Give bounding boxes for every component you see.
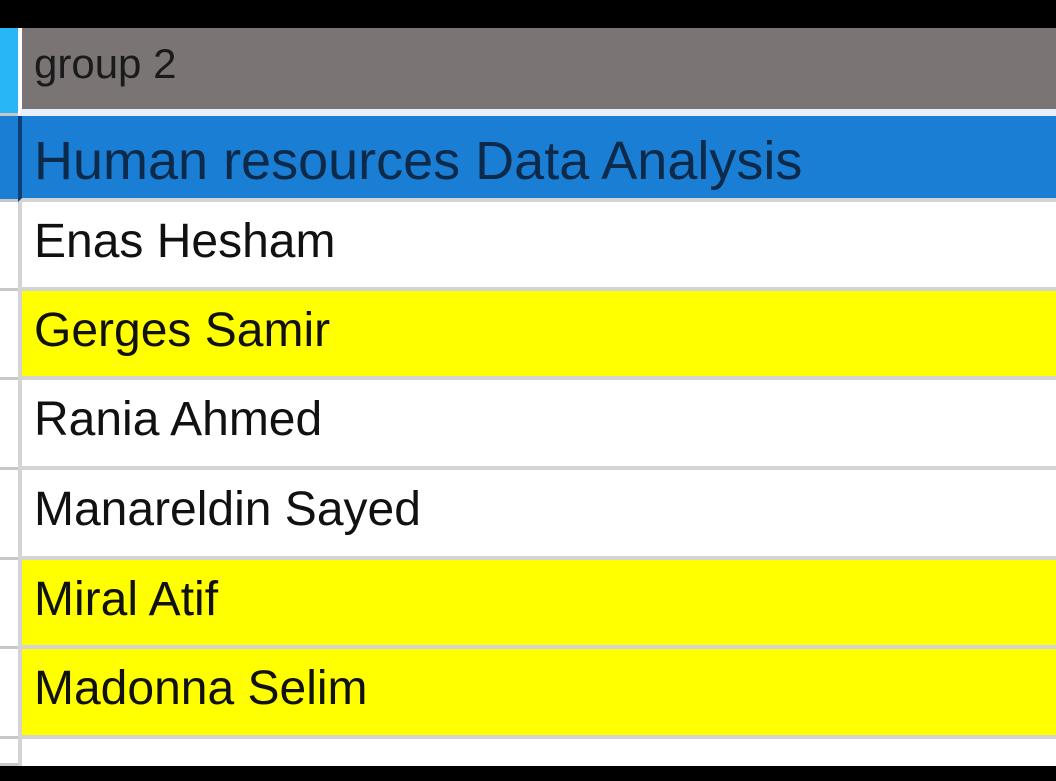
table-row[interactable]: Enas Hesham <box>18 202 1056 291</box>
table-row[interactable]: Gerges Samir <box>18 291 1056 380</box>
member-name: Enas Hesham <box>34 215 336 268</box>
section-title-row[interactable]: Human resources Data Analysis <box>18 116 1056 202</box>
row-header[interactable] <box>0 649 18 739</box>
top-edge <box>0 0 1056 28</box>
bottom-edge <box>0 766 1056 781</box>
row-header[interactable] <box>0 739 18 766</box>
table-row[interactable]: Miral Atif <box>18 560 1056 649</box>
section-title: Human resources Data Analysis <box>34 131 803 191</box>
member-name: Rania Ahmed <box>34 393 323 446</box>
empty-row[interactable] <box>18 739 1056 766</box>
group-label: group 2 <box>34 40 177 87</box>
row-header-group[interactable] <box>0 28 18 116</box>
member-name: Miral Atif <box>34 573 219 626</box>
row-header[interactable] <box>0 380 18 470</box>
row-header[interactable] <box>0 202 18 291</box>
table-row[interactable]: Manareldin Sayed <box>18 470 1056 560</box>
row-header[interactable] <box>0 560 18 649</box>
member-name: Gerges Samir <box>34 304 331 357</box>
member-name: Madonna Selim <box>34 662 368 715</box>
group-row[interactable]: group 2 <box>18 28 1056 116</box>
row-header[interactable] <box>0 470 18 560</box>
member-name: Manareldin Sayed <box>34 483 421 536</box>
row-headers[interactable] <box>0 28 18 766</box>
row-header-section[interactable] <box>0 116 18 202</box>
cell-grid: group 2 Human resources Data Analysis En… <box>18 28 1056 766</box>
table-row[interactable]: Madonna Selim <box>18 649 1056 739</box>
table-row[interactable]: Rania Ahmed <box>18 380 1056 470</box>
row-header[interactable] <box>0 291 18 380</box>
